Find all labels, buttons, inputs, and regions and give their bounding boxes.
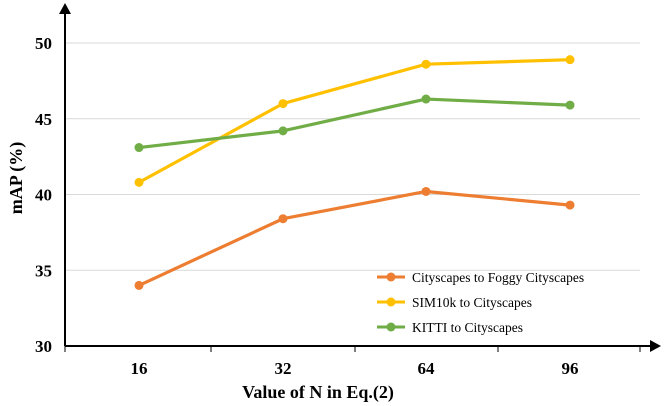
legend-item: Cityscapes to Foggy Cityscapes (377, 270, 584, 285)
y-tick-labels: 30 35 40 45 50 (35, 34, 52, 356)
x-axis-arrow-icon (650, 340, 661, 352)
x-tick-label: 64 (418, 359, 436, 378)
series-line (138, 58, 571, 184)
data-point (278, 214, 288, 224)
series-1 (134, 186, 575, 290)
data-point (421, 59, 431, 69)
data-point (134, 177, 144, 187)
series-3 (134, 94, 575, 153)
y-axis-arrow-icon (59, 3, 71, 14)
legend-swatch-marker (386, 322, 396, 332)
y-tick-label: 30 (35, 337, 52, 356)
legend-swatch-marker (386, 297, 396, 307)
series-lines (134, 55, 575, 290)
legend-label: KITTI to Cityscapes (412, 320, 523, 335)
data-point (565, 200, 575, 210)
data-point (565, 55, 575, 65)
x-tick-labels: 16 32 64 96 (64, 346, 641, 378)
x-axis-title: Value of N in Eq.(2) (242, 382, 394, 403)
x-tick-label: 16 (131, 359, 148, 378)
data-point (278, 126, 288, 136)
legend: Cityscapes to Foggy Cityscapes SIM10k to … (377, 270, 584, 335)
series-line (138, 97, 571, 150)
data-point (134, 143, 144, 153)
series-2 (134, 55, 575, 187)
data-point (421, 186, 431, 196)
x-tick-label: 96 (562, 359, 579, 378)
legend-item: SIM10k to Cityscapes (377, 295, 532, 310)
y-tick-label: 40 (35, 186, 52, 205)
y-tick-label: 35 (35, 261, 52, 280)
data-point (565, 100, 575, 110)
y-tick-label: 50 (35, 34, 52, 53)
legend-label: Cityscapes to Foggy Cityscapes (412, 270, 584, 285)
data-point (278, 99, 288, 109)
y-tick-label: 45 (35, 110, 52, 129)
series-line (138, 189, 571, 287)
axes (59, 3, 661, 352)
legend-label: SIM10k to Cityscapes (412, 295, 532, 310)
y-axis-title: mAP (%) (6, 142, 27, 214)
legend-item: KITTI to Cityscapes (377, 320, 523, 335)
legend-swatch-marker (386, 272, 396, 282)
x-tick-label: 32 (275, 359, 292, 378)
gridlines (65, 42, 640, 271)
data-point (421, 94, 431, 104)
data-point (134, 280, 144, 290)
